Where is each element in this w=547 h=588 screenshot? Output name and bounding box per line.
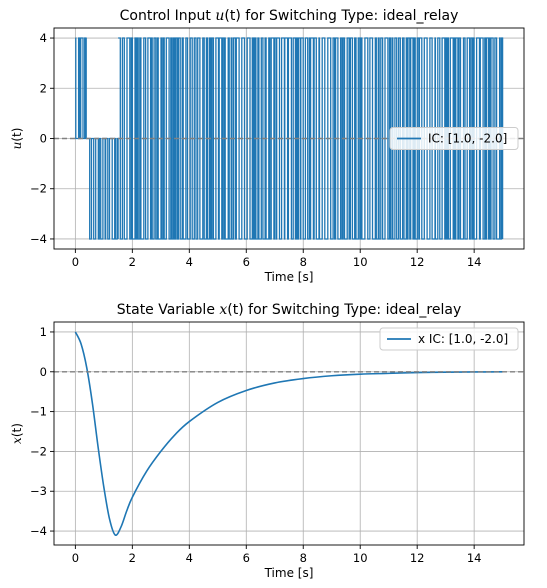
legend: x IC: [1.0, -2.0] xyxy=(379,327,519,351)
y-axis-label: x(t) xyxy=(10,423,24,444)
y-tick-label: 2 xyxy=(40,81,47,95)
y-tick-label: −2 xyxy=(30,182,47,196)
legend-label: x IC: [1.0, -2.0] xyxy=(418,332,508,346)
title-suffix: for Switching Type: ideal_relay xyxy=(241,8,459,24)
x-axis-ticks: 0 2 4 6 8 10 12 14 xyxy=(72,249,482,269)
x-tick-label: 6 xyxy=(243,255,250,269)
title-variable: x xyxy=(219,302,227,318)
title-suffix: for Switching Type: ideal_relay xyxy=(244,302,462,318)
x-tick-label: 12 xyxy=(410,255,425,269)
legend-box xyxy=(389,127,519,150)
x-tick-label: 8 xyxy=(300,551,307,565)
x-tick-label: 4 xyxy=(186,551,193,565)
y-tick-label: 0 xyxy=(40,365,47,379)
x-tick-label: 2 xyxy=(129,255,136,269)
y-tick-label: −4 xyxy=(30,524,47,538)
x-tick-label: 12 xyxy=(410,551,425,565)
title-variable: u xyxy=(215,8,224,24)
y-tick-label: 4 xyxy=(40,31,47,45)
x-tick-label: 10 xyxy=(353,551,368,565)
x-tick-label: 14 xyxy=(467,551,482,565)
x-tick-label: 0 xyxy=(72,255,79,269)
x-tick-label: 0 xyxy=(72,551,79,565)
y-label-argument: (t) xyxy=(10,423,24,437)
x-tick-label: 8 xyxy=(300,255,307,269)
x-tick-label: 14 xyxy=(467,255,482,269)
y-tick-label: 0 xyxy=(40,132,47,146)
y-axis-ticks: −4 −3 −2 −1 0 1 xyxy=(30,325,54,538)
y-label-argument: (t) xyxy=(10,128,24,142)
legend-box xyxy=(379,327,519,351)
x-axis-label: Time [s] xyxy=(264,566,314,580)
x-axis-ticks: 0 2 4 6 8 10 12 14 xyxy=(72,545,482,565)
title-argument: (t) xyxy=(227,302,243,318)
title-prefix: Control Input xyxy=(120,8,216,24)
x-tick-label: 10 xyxy=(353,255,368,269)
y-axis-label: u(t) xyxy=(10,128,24,150)
legend-label: IC: [1.0, -2.0] xyxy=(428,132,507,146)
title-prefix: State Variable xyxy=(117,302,220,318)
x-tick-label: 4 xyxy=(186,255,193,269)
series-line xyxy=(74,331,503,537)
y-tick-label: −1 xyxy=(30,405,47,419)
x-tick-label: 6 xyxy=(243,551,250,565)
y-tick-label: −2 xyxy=(30,444,47,458)
y-tick-label: −3 xyxy=(30,484,47,498)
chart-title: Control Input u(t) for Switching Type: i… xyxy=(120,8,459,24)
grid-lines xyxy=(54,322,524,545)
title-argument: (t) xyxy=(224,8,240,24)
y-label-variable: x xyxy=(10,437,24,444)
x-axis-label: Time [s] xyxy=(264,270,314,284)
x-tick-label: 2 xyxy=(129,551,136,565)
chart-title: State Variable x(t) for Switching Type: … xyxy=(117,302,462,318)
y-tick-label: −4 xyxy=(30,232,47,246)
axes-frame xyxy=(53,321,525,546)
legend: IC: [1.0, -2.0] xyxy=(389,127,519,150)
y-label-variable: u xyxy=(10,142,24,150)
y-axis-ticks: −4 −2 0 2 4 xyxy=(30,31,54,246)
state-curve-path xyxy=(74,331,503,537)
y-tick-label: 1 xyxy=(40,325,47,339)
